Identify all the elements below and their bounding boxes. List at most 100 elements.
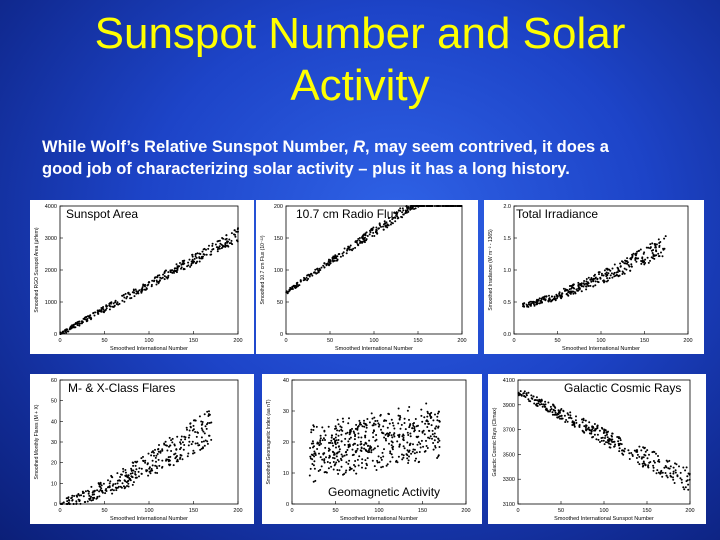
data-point bbox=[157, 450, 160, 453]
data-point bbox=[364, 236, 366, 239]
data-point bbox=[685, 466, 688, 469]
data-point bbox=[613, 275, 616, 278]
data-point bbox=[127, 482, 130, 485]
data-point bbox=[152, 450, 154, 453]
data-point bbox=[341, 252, 344, 255]
data-point bbox=[86, 500, 89, 503]
data-point bbox=[356, 458, 359, 461]
data-point bbox=[338, 469, 341, 472]
x-tick-label: 150 bbox=[189, 338, 198, 344]
data-point bbox=[688, 478, 691, 481]
data-point bbox=[343, 473, 346, 475]
data-point bbox=[325, 264, 328, 267]
data-point bbox=[175, 448, 178, 451]
data-point bbox=[686, 475, 689, 478]
data-point bbox=[202, 440, 205, 443]
data-point bbox=[436, 457, 439, 459]
data-point bbox=[402, 456, 405, 459]
data-point bbox=[377, 455, 380, 458]
data-point bbox=[76, 495, 79, 498]
data-point bbox=[668, 459, 671, 462]
y-tick-label: 40 bbox=[51, 419, 57, 425]
chart-panel-sunspot-area: 0 50 100 150 200 0 1000 2000 3000 4000 Smoothed In… bbox=[30, 200, 254, 354]
data-point bbox=[332, 468, 335, 471]
data-point bbox=[135, 292, 138, 295]
data-point bbox=[142, 455, 144, 458]
y-tick-label: 30 bbox=[283, 409, 289, 415]
data-point bbox=[349, 466, 351, 469]
data-point bbox=[577, 287, 580, 290]
data-point bbox=[155, 465, 158, 468]
data-point bbox=[587, 285, 590, 287]
data-point bbox=[628, 265, 631, 268]
data-point bbox=[59, 503, 62, 505]
data-point bbox=[218, 245, 221, 248]
data-point bbox=[358, 455, 361, 458]
data-point bbox=[332, 260, 335, 263]
x-axis-label: Smoothed International Sunspot Number bbox=[554, 516, 654, 522]
data-point bbox=[201, 257, 204, 260]
data-point bbox=[544, 299, 547, 302]
data-point bbox=[293, 286, 296, 289]
data-point bbox=[354, 427, 357, 430]
data-point bbox=[391, 456, 394, 459]
data-point bbox=[153, 280, 155, 283]
data-point bbox=[594, 273, 596, 276]
data-point bbox=[145, 470, 148, 473]
data-point bbox=[621, 449, 624, 452]
data-point bbox=[591, 436, 594, 439]
data-point bbox=[99, 485, 102, 488]
data-point bbox=[163, 278, 166, 281]
data-point bbox=[390, 444, 393, 447]
data-point bbox=[582, 285, 585, 288]
data-point bbox=[150, 467, 153, 470]
data-point bbox=[327, 260, 330, 263]
data-point bbox=[310, 431, 313, 434]
y-tick-label: 1000 bbox=[45, 300, 57, 306]
data-point bbox=[163, 442, 166, 445]
data-point bbox=[587, 276, 590, 279]
chart-total-irradiance: 0 50 100 150 200 0.0 0.5 1.0 1.5 2.0 Smoothed Inte… bbox=[488, 204, 693, 352]
data-point bbox=[438, 410, 440, 413]
data-point bbox=[652, 460, 655, 462]
data-point bbox=[560, 414, 563, 417]
data-point bbox=[427, 412, 429, 415]
data-point bbox=[582, 417, 585, 420]
data-point bbox=[199, 253, 202, 255]
data-point bbox=[338, 429, 341, 432]
data-point bbox=[412, 424, 415, 427]
data-point bbox=[150, 454, 153, 457]
x-axis-label: Smoothed International Number bbox=[340, 516, 418, 522]
data-point bbox=[198, 257, 201, 260]
data-point bbox=[192, 424, 195, 427]
data-point bbox=[426, 410, 429, 413]
data-point bbox=[211, 244, 214, 247]
data-point bbox=[408, 455, 410, 458]
data-point bbox=[422, 445, 425, 448]
data-point bbox=[684, 469, 687, 472]
data-point bbox=[393, 211, 396, 214]
data-point bbox=[669, 465, 672, 468]
data-point bbox=[124, 471, 127, 474]
data-point bbox=[158, 444, 160, 446]
data-point bbox=[325, 471, 328, 474]
data-point bbox=[108, 482, 111, 485]
data-point bbox=[389, 450, 392, 453]
data-point bbox=[344, 437, 347, 440]
data-point bbox=[316, 268, 318, 270]
data-point bbox=[603, 269, 606, 272]
data-point bbox=[432, 442, 435, 444]
data-point bbox=[379, 414, 382, 417]
data-point bbox=[202, 430, 205, 433]
y-tick-label: 0 bbox=[54, 332, 57, 338]
data-point bbox=[194, 431, 197, 433]
data-point bbox=[553, 295, 556, 298]
data-point bbox=[385, 439, 387, 442]
data-point bbox=[121, 482, 124, 485]
x-axis-label: Smoothed International Number bbox=[110, 516, 188, 522]
data-point bbox=[330, 465, 333, 468]
data-point bbox=[422, 205, 425, 207]
data-point bbox=[127, 474, 130, 477]
data-point bbox=[334, 440, 337, 443]
data-point bbox=[657, 252, 660, 255]
